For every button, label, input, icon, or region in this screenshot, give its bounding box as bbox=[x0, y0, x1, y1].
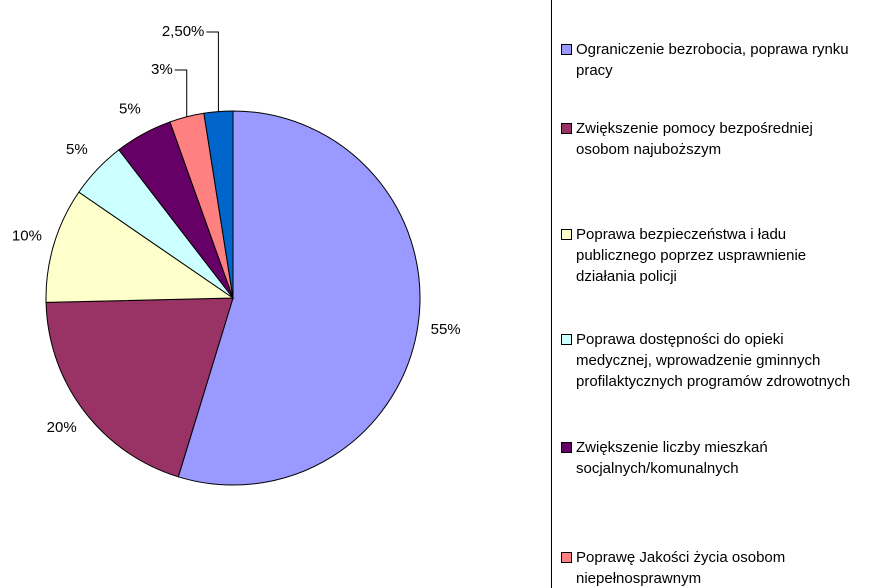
pie-slice bbox=[45, 297, 234, 478]
data-label: 10% bbox=[12, 228, 42, 245]
legend-swatch bbox=[561, 442, 572, 453]
legend-swatch bbox=[561, 229, 572, 240]
legend-label: Poprawa bezpieczeństwa i ładu publiczneg… bbox=[576, 226, 807, 285]
legend-swatch bbox=[561, 334, 572, 345]
legend-swatch bbox=[561, 44, 572, 55]
legend-label: Ograniczenie bezrobocia, poprawa rynku p… bbox=[576, 41, 849, 79]
legend-label: Zwiększenie pomocy bezpośredniej osobom … bbox=[576, 120, 813, 158]
chart: 55% 20% 10% 5% 5% 3% 2,50% bbox=[12, 23, 461, 486]
leader-line bbox=[174, 69, 188, 117]
data-label: 20% bbox=[47, 419, 77, 436]
data-label: 3% bbox=[151, 61, 173, 78]
legend-label: Poprawa dostępności do opieki medycznej,… bbox=[576, 331, 851, 390]
legend-label: Zwiększenie liczby mieszkań socjalnych/k… bbox=[576, 439, 768, 477]
data-label: 5% bbox=[119, 100, 141, 117]
legend-swatch bbox=[561, 552, 572, 563]
data-label: 5% bbox=[66, 141, 88, 158]
legend: Ograniczenie bezrobocia, poprawa rynku p… bbox=[551, 0, 877, 588]
leader-line bbox=[206, 31, 219, 112]
legend-swatch bbox=[561, 123, 572, 134]
legend-label: Poprawę Jakości życia osobom niepełnospr… bbox=[576, 549, 786, 587]
pie-slice bbox=[45, 191, 235, 303]
pie-slice bbox=[177, 110, 421, 486]
data-label: 2,50% bbox=[162, 23, 205, 40]
data-label: 55% bbox=[431, 321, 461, 338]
